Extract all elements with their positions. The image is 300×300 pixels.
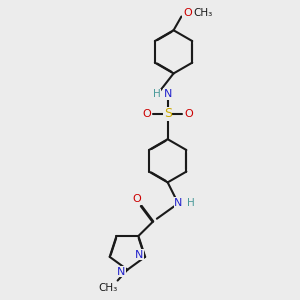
Text: CH₃: CH₃ [98,284,117,293]
Text: O: O [184,109,193,119]
Text: CH₃: CH₃ [194,8,213,18]
Text: O: O [183,8,192,18]
Text: N: N [135,250,143,260]
Text: S: S [164,107,172,120]
Text: N: N [117,267,126,277]
Text: O: O [133,194,142,204]
Text: N: N [174,198,183,208]
Text: O: O [143,109,152,119]
Text: N: N [164,89,172,99]
Text: H: H [187,198,195,208]
Text: H: H [153,89,161,99]
